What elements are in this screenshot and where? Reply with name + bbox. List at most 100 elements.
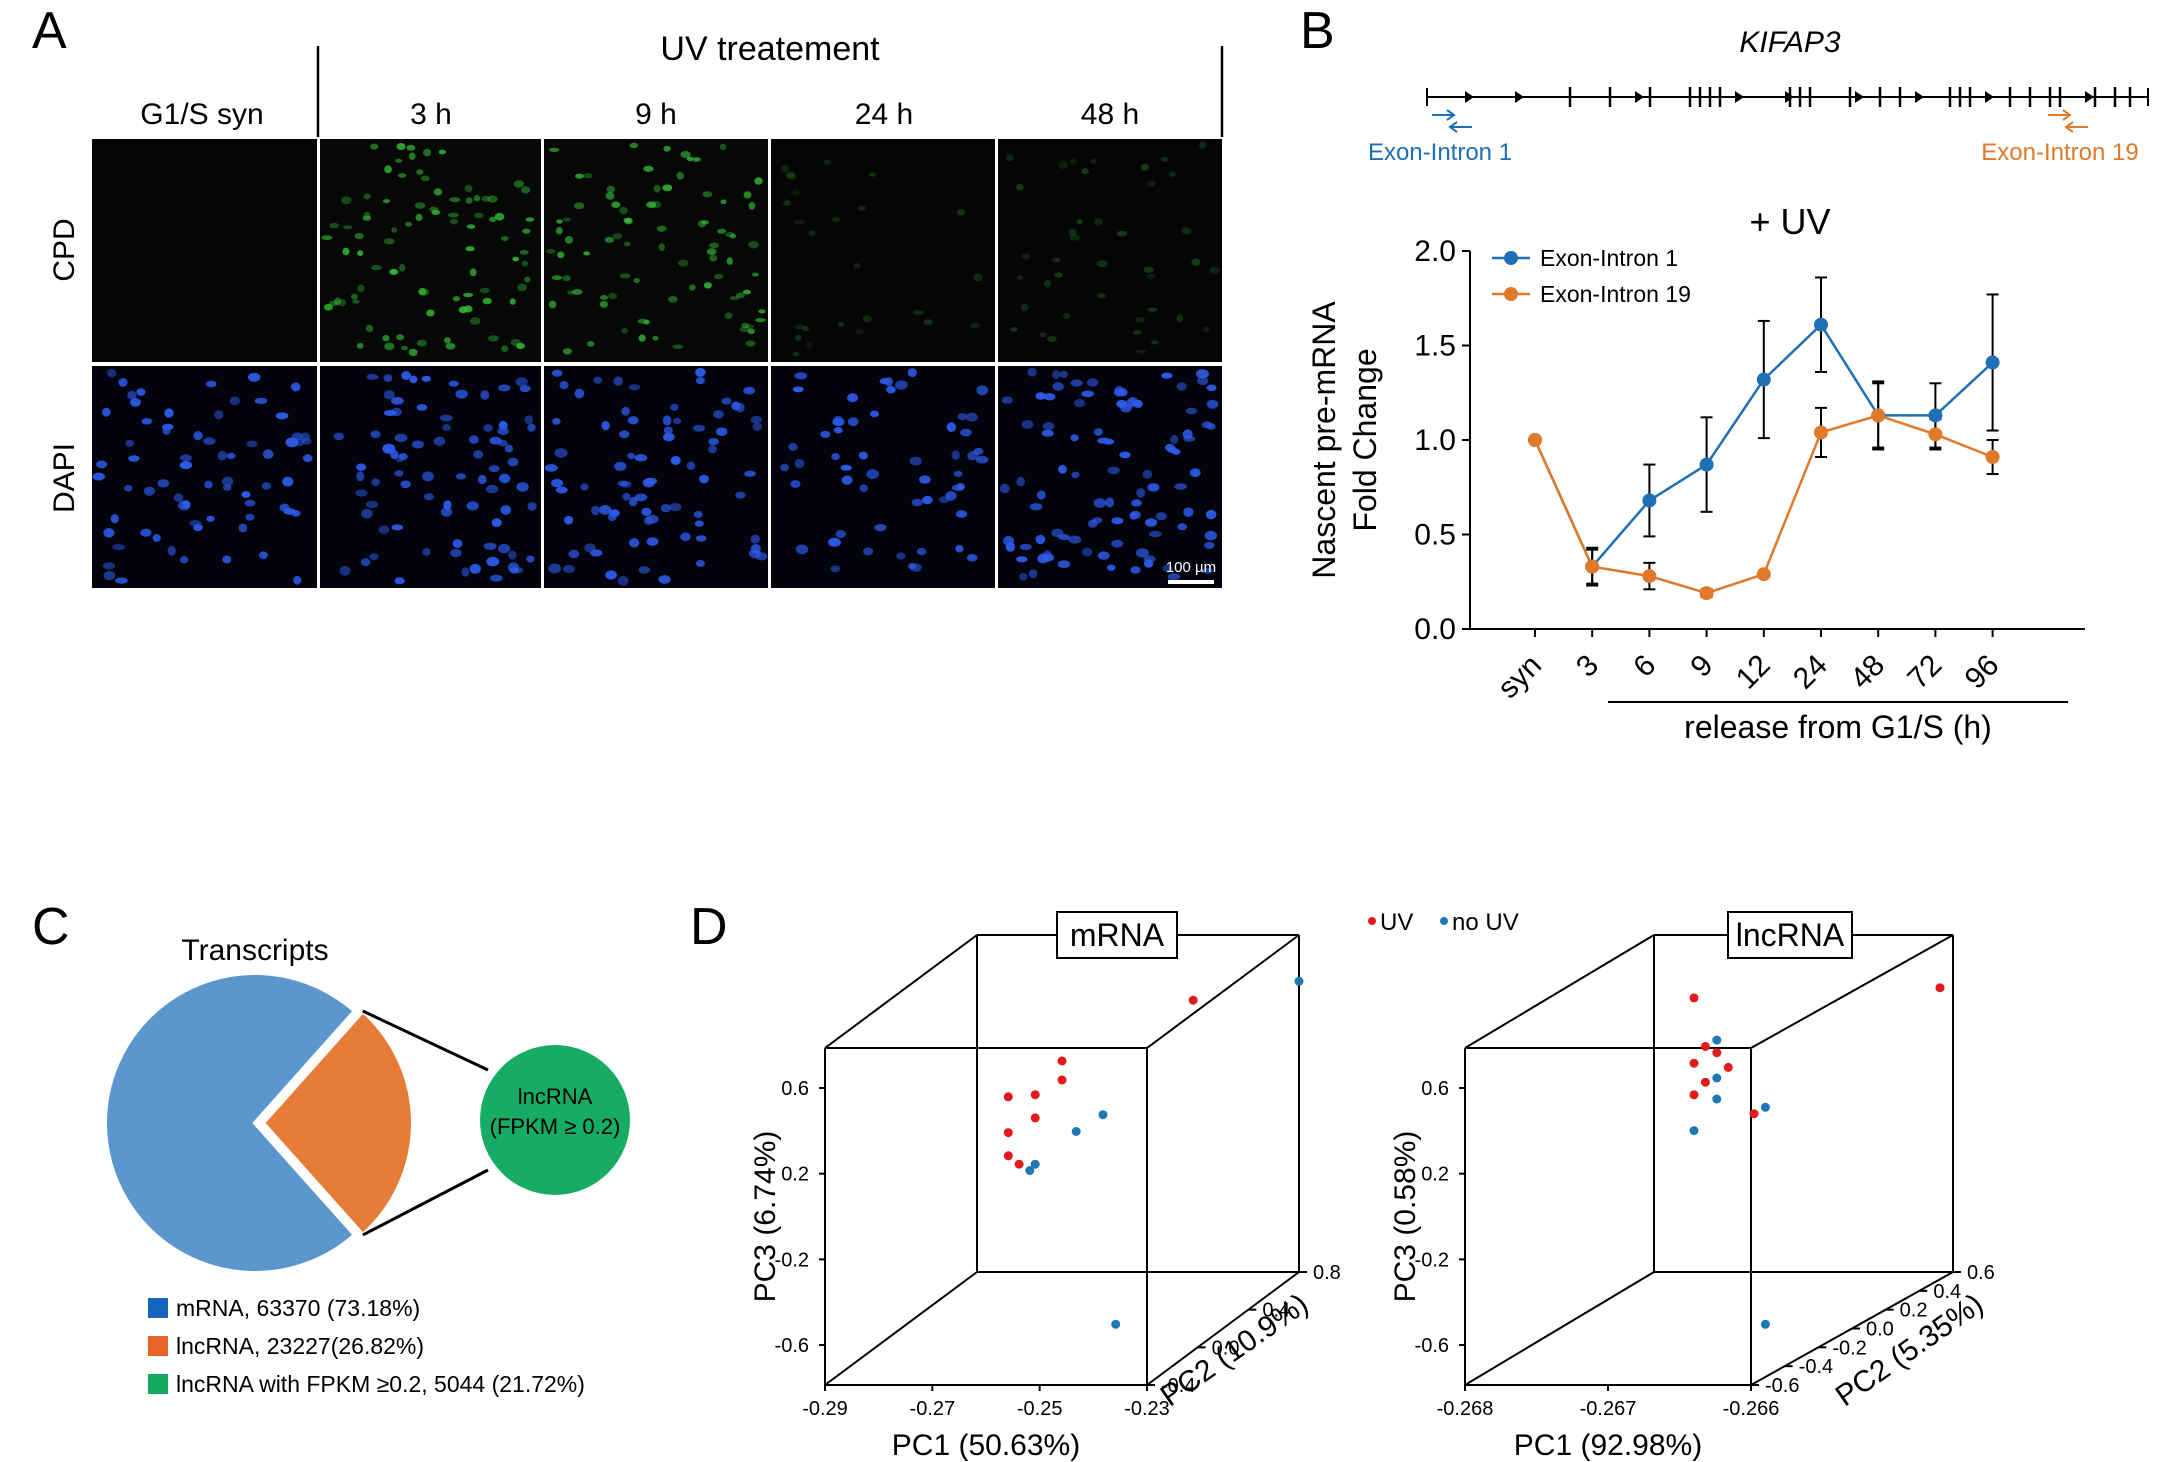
dapi-nucleus	[1119, 451, 1131, 459]
cpd-nucleus	[758, 309, 766, 314]
cpd-nucleus	[562, 348, 573, 355]
cpd-nucleus	[433, 188, 443, 196]
y-axis-label: PC3 (0.58%)	[1389, 1131, 1422, 1303]
cpd-nucleus	[444, 337, 451, 344]
dapi-nucleus	[193, 431, 203, 441]
dapi-nucleus	[1189, 468, 1201, 478]
dapi-nucleus	[708, 445, 717, 454]
dapi-nucleus	[1021, 420, 1034, 429]
cpd-nucleus	[637, 318, 648, 324]
image-cpd-3h	[320, 139, 541, 362]
cpd-nucleus	[741, 322, 750, 329]
cpd-nucleus	[357, 250, 364, 257]
dapi-nucleus	[614, 461, 627, 471]
dapi-nucleus	[180, 461, 193, 470]
dapi-nucleus	[290, 382, 301, 392]
cpd-nucleus	[747, 328, 755, 335]
cpd-nucleus	[408, 152, 416, 160]
dapi-nucleus	[339, 565, 351, 576]
box-edge	[1146, 1271, 1300, 1386]
dapi-nucleus	[695, 535, 707, 542]
series-point-0	[1985, 355, 2000, 370]
dapi-nucleus	[300, 432, 311, 442]
y-tick-label: 1.0	[1414, 424, 1456, 457]
cpd-nucleus	[742, 289, 752, 295]
cpd-nucleus	[713, 273, 724, 280]
cpd-nucleus	[1063, 313, 1071, 320]
point-uv	[1014, 1159, 1024, 1169]
panel-a-letter: A	[32, 2, 67, 60]
strand-arrow	[1915, 91, 1924, 103]
dapi-nucleus	[498, 543, 511, 554]
cpd-nucleus	[416, 339, 427, 347]
cpd-nucleus	[464, 184, 473, 193]
cpd-nucleus	[1076, 219, 1083, 224]
dapi-nucleus	[750, 534, 761, 544]
dapi-nucleus	[622, 492, 631, 501]
dapi-nucleus	[1016, 556, 1028, 563]
dapi-nucleus	[544, 464, 558, 472]
cpd-nucleus	[351, 293, 358, 300]
cpd-nucleus	[1016, 275, 1024, 280]
cpd-nucleus	[780, 165, 790, 173]
dapi-nucleus	[226, 452, 236, 459]
cpd-nucleus	[802, 326, 810, 332]
dapi-nucleus	[922, 495, 933, 505]
dapi-nucleus	[670, 403, 679, 411]
dapi-nucleus	[1116, 399, 1128, 408]
dapi-nucleus	[976, 385, 989, 396]
cpd-nucleus	[1021, 253, 1031, 260]
dapi-nucleus	[422, 548, 431, 556]
x-axis-label: release from G1/S (h)	[1684, 709, 1992, 745]
dapi-nucleus	[128, 455, 140, 462]
dapi-nucleus	[516, 482, 529, 492]
dapi-nucleus	[102, 562, 116, 570]
x-tick-label: 48	[1844, 649, 1891, 696]
box-edge	[1750, 934, 1954, 1049]
dapi-nucleus	[206, 515, 215, 522]
dapi-nucleus	[490, 574, 503, 582]
dapi-nucleus	[130, 398, 141, 407]
cpd-nucleus	[605, 191, 615, 200]
cpd-nucleus	[481, 195, 491, 202]
z-tick-label: 0.0	[1212, 1337, 1240, 1359]
dapi-nucleus	[628, 384, 641, 391]
cpd-nucleus	[783, 200, 792, 206]
dapi-nucleus	[1176, 382, 1187, 391]
cpd-nucleus	[449, 218, 459, 225]
cpd-nucleus	[416, 169, 424, 176]
cpd-nucleus	[748, 202, 756, 210]
chart-title: + UV	[1749, 201, 1830, 242]
dapi-nucleus	[916, 547, 927, 556]
dapi-nucleus	[1170, 435, 1179, 444]
dapi-nucleus	[795, 544, 809, 555]
cpd-nucleus	[1160, 156, 1169, 162]
dapi-nucleus	[1043, 393, 1056, 401]
dapi-nucleus	[1131, 499, 1142, 507]
point-no-uv	[1294, 976, 1304, 986]
strand-arrow	[1635, 91, 1644, 103]
dapi-nucleus	[568, 549, 580, 559]
cpd-nucleus	[500, 236, 509, 242]
dapi-nucleus	[1197, 376, 1209, 386]
dapi-nucleus	[1036, 490, 1046, 500]
z-axis-label: PC2 (10.9%)	[1155, 1287, 1315, 1413]
point-no-uv	[1712, 1035, 1722, 1045]
dapi-nucleus	[879, 378, 890, 385]
strand-arrow	[1465, 91, 1474, 103]
dapi-nucleus	[1093, 498, 1107, 508]
dapi-nucleus	[866, 469, 879, 480]
dapi-nucleus	[820, 430, 831, 438]
dapi-nucleus	[1074, 398, 1085, 408]
dapi-nucleus	[400, 480, 411, 489]
dapi-nucleus	[293, 438, 305, 447]
x-axis-label: PC1 (92.98%)	[1514, 1429, 1702, 1462]
cpd-nucleus	[343, 225, 353, 230]
series-point-0	[1814, 317, 1828, 332]
dapi-nucleus	[293, 575, 302, 585]
y-tick-label: 2.0	[1414, 235, 1456, 268]
series-point-1	[1756, 567, 1771, 582]
dapi-nucleus	[696, 560, 705, 567]
cpd-nucleus	[638, 334, 646, 342]
cpd-nucleus	[517, 283, 527, 292]
